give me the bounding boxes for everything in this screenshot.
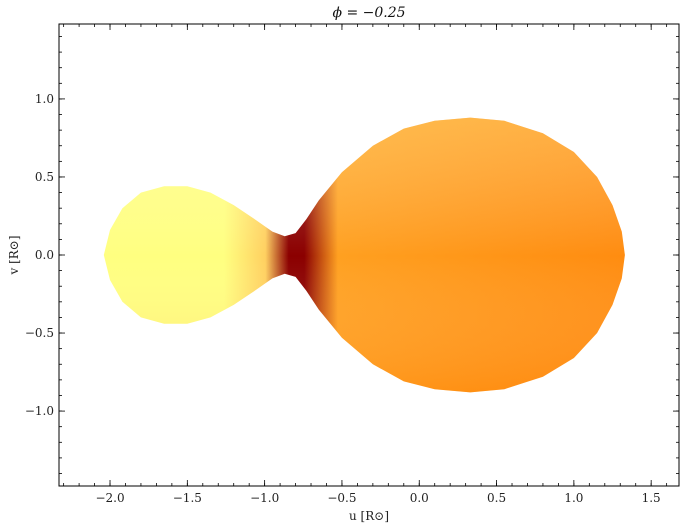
chart-title: ϕ = −0.25: [332, 5, 405, 21]
x-tick-label: −0.5: [327, 491, 356, 505]
x-tick-label: 1.0: [564, 491, 583, 505]
y-axis-label: v [R⊙]: [7, 235, 21, 275]
y-axis-tick-labels: 1.0 0.5 0.0 −0.5 −1.0: [25, 92, 54, 418]
x-tick-label: −2.0: [95, 491, 124, 505]
x-tick-label: −1.0: [250, 491, 279, 505]
binary-star-shading: [103, 117, 625, 393]
x-tick-label: 0.0: [410, 491, 429, 505]
x-tick-label: 1.5: [642, 491, 661, 505]
y-tick-label: −1.0: [25, 404, 54, 418]
x-axis-tick-labels: −2.0 −1.5 −1.0 −0.5 0.0 0.5 1.0 1.5: [95, 491, 660, 505]
y-tick-label: 0.0: [35, 248, 54, 262]
y-tick-label: −0.5: [25, 326, 54, 340]
y-tick-label: 0.5: [35, 170, 54, 184]
x-tick-label: 0.5: [487, 491, 506, 505]
x-tick-label: −1.5: [173, 491, 202, 505]
axis-ticks: [59, 24, 679, 486]
x-axis-label: u [R⊙]: [349, 509, 389, 523]
y-tick-label: 1.0: [35, 92, 54, 106]
